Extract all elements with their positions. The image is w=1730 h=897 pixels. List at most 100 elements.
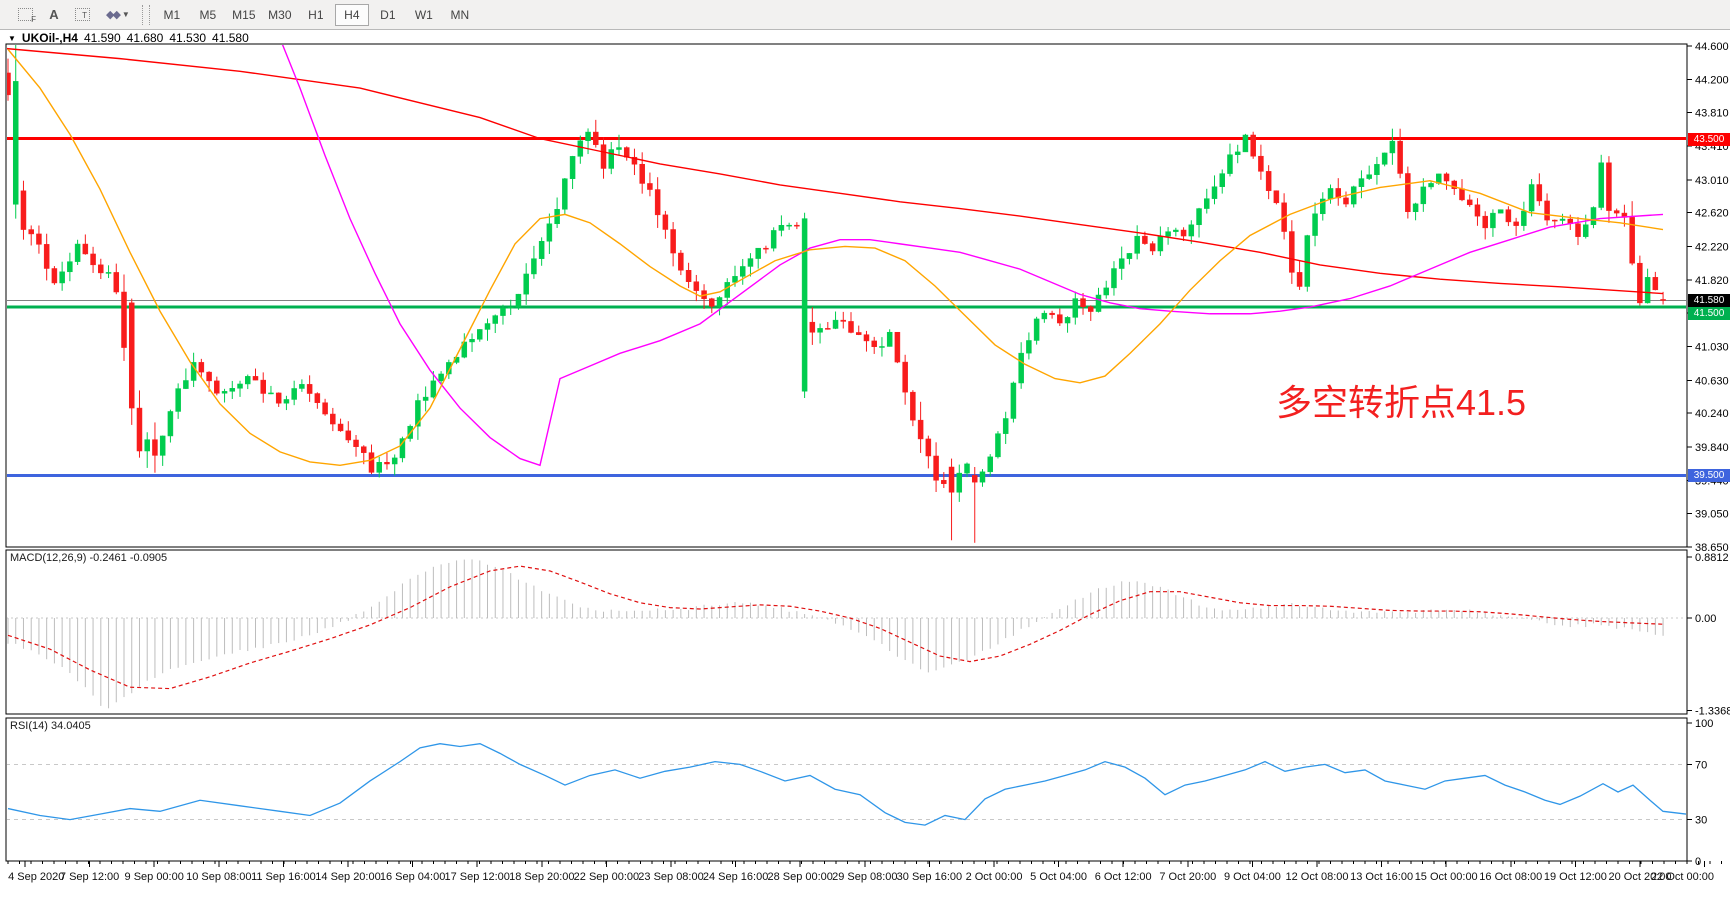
rsi-plot [7, 743, 1686, 826]
price-tick-label: 41.030 [1695, 342, 1729, 354]
time-axis-label: 10 Sep 08:00 [186, 871, 252, 883]
price-tick-label: 39.050 [1695, 508, 1729, 520]
timeframe-button-w1[interactable]: W1 [407, 4, 441, 26]
time-axis-label: 4 Sep 2020 [8, 871, 65, 883]
toolbar-separator [141, 4, 150, 25]
support-price-badge[interactable]: 39.500 [1688, 469, 1730, 482]
dropdown-caret-icon: ▼ [121, 10, 130, 19]
icon-sub-label: T [82, 11, 87, 20]
time-axis-label: 13 Oct 16:00 [1350, 871, 1414, 883]
time-axis-label: 9 Sep 00:00 [124, 871, 184, 883]
resistance-price-badge[interactable]: 43.500 [1688, 133, 1730, 146]
time-axis-label: 22 Sep 00:00 [573, 871, 640, 883]
timeframe-button-d1[interactable]: D1 [371, 4, 405, 26]
timeframe-button-h4[interactable]: H4 [334, 3, 369, 26]
open-value: 41.590 [83, 31, 121, 45]
time-axis-label: 20 Oct 20:00 [1608, 871, 1672, 883]
macd-tick-label: -1.3368 [1695, 706, 1730, 718]
time-axis-label: 29 Sep 08:00 [832, 871, 898, 883]
time-axis-label: 19 Oct 12:00 [1543, 871, 1607, 883]
close-value: 41.580 [212, 31, 249, 45]
time-axis-label: 16 Oct 08:00 [1479, 871, 1543, 883]
macd-signal-value: -0.0905 [129, 552, 168, 564]
price-tick-label: 42.220 [1695, 241, 1729, 253]
macd-tick-label: 0.00 [1695, 613, 1716, 625]
text-annotation-icon[interactable]: A [42, 4, 66, 26]
time-axis-label: 30 Sep 16:00 [896, 871, 963, 883]
ma-fast-line [7, 48, 1664, 467]
rsi-name: RSI(14) [10, 720, 48, 732]
ma-slow-line [7, 47, 1664, 295]
time-axis-ticks [7, 861, 1722, 867]
last-price-badge: 41.580 [1688, 294, 1730, 307]
timeframe-button-m15[interactable]: M15 [227, 4, 261, 26]
time-axis-label: 7 Sep 12:00 [59, 871, 120, 883]
rsi-tick-label: 100 [1695, 718, 1713, 730]
macd-plot [7, 559, 1686, 709]
time-axis-label: 11 Sep 16:00 [251, 871, 316, 883]
timeframe-group: M1 M5 M15 M30 H1 H4 D1 W1 MN [154, 3, 478, 26]
time-axis-label: 18 Sep 20:00 [509, 871, 575, 883]
time-axis-label: 6 Oct 12:00 [1094, 871, 1152, 883]
crosshair-tool-icon[interactable]: F [11, 4, 40, 26]
pivot-price-badge[interactable]: 41.500 [1688, 307, 1730, 320]
macd-label: MACD(12,26,9) -0.2461 -0.0905 [10, 552, 167, 564]
shapes-tool-icon[interactable]: ◆◆ ▼ [99, 4, 137, 26]
time-axis-label: 14 Sep 20:00 [315, 871, 381, 883]
ma-mid-line [281, 45, 1664, 467]
chevron-down-icon[interactable]: ▼ [8, 33, 16, 43]
time-axis-label: 2 Oct 00:00 [965, 871, 1023, 883]
timeframe-button-m1[interactable]: M1 [155, 4, 189, 26]
price-tick-label: 42.620 [1695, 208, 1729, 220]
chart-region[interactable]: 44.600 44.200 43.810 43.410 43.010 42.620 42.2… [0, 29, 1730, 897]
timeframe-button-mn[interactable]: MN [443, 4, 477, 26]
time-axis-label: 15 Oct 00:00 [1414, 871, 1478, 883]
time-axis-label: 12 Oct 08:00 [1285, 871, 1349, 883]
text-label-icon[interactable]: T [68, 4, 97, 26]
time-axis-label: 16 Sep 04:00 [379, 871, 446, 883]
price-tick-label: 40.630 [1695, 375, 1729, 387]
time-axis-label: 17 Sep 12:00 [444, 871, 510, 883]
timeframe-button-h1[interactable]: H1 [299, 4, 333, 26]
rsi-value: 34.0405 [50, 720, 91, 732]
price-tick-label: 38.650 [1695, 542, 1729, 554]
macd-name: MACD(12,26,9) [10, 552, 87, 564]
toolbar: F A T ◆◆ ▼ M1 M5 M15 M30 H1 H4 D1 W1 MN [0, 0, 1730, 30]
symbol-period-label: UKOil-,H4 [21, 31, 78, 45]
low-value: 41.530 [169, 31, 207, 45]
time-axis-label: 24 Sep 16:00 [702, 871, 769, 883]
icon-sub-label: F [31, 15, 36, 24]
timeframe-button-m30[interactable]: M30 [263, 4, 297, 26]
chart-annotation-text: 多空转折点41.5 [1276, 382, 1527, 423]
price-tick-label: 44.600 [1695, 41, 1729, 53]
price-tick-label: 44.200 [1695, 75, 1729, 87]
price-tick-label: 39.840 [1695, 442, 1729, 454]
rsi-line [7, 743, 1686, 826]
dotted-box-icon: T [75, 8, 90, 21]
time-axis-label: 23 Sep 08:00 [638, 871, 704, 883]
time-axis-label: 22 Oct 00:00 [1651, 871, 1715, 883]
time-axis-label: 7 Oct 20:00 [1159, 871, 1217, 883]
rsi-label: RSI(14) 34.0405 [10, 720, 91, 732]
symbol-title: ▼ UKOil-,H4 41.590 41.680 41.530 41.580 [8, 31, 249, 45]
diamonds-icon: ◆◆ [106, 9, 121, 21]
price-tick-label: 43.010 [1695, 175, 1729, 187]
time-axis-label: 5 Oct 04:00 [1030, 871, 1088, 883]
price-tick-label: 43.810 [1695, 108, 1729, 120]
letter-a-icon: A [49, 7, 59, 22]
dotted-box-icon: F [18, 8, 36, 24]
main-plot [7, 45, 1686, 543]
time-axis-label: 9 Oct 04:00 [1223, 871, 1281, 883]
time-axis-label: 28 Sep 00:00 [767, 871, 833, 883]
macd-main-value: -0.2461 [89, 552, 127, 564]
price-tick-label: 40.240 [1695, 408, 1729, 420]
macd-tick-label: 0.8812 [1695, 552, 1729, 564]
timeframe-button-m5[interactable]: M5 [191, 4, 225, 26]
price-axis: 44.60044.20043.81043.41043.01042.62042.2… [1687, 41, 1730, 868]
rsi-tick-label: 30 [1695, 815, 1707, 827]
high-value: 41.680 [126, 31, 164, 45]
rsi-tick-label: 70 [1695, 759, 1707, 771]
price-tick-label: 41.820 [1695, 275, 1729, 287]
